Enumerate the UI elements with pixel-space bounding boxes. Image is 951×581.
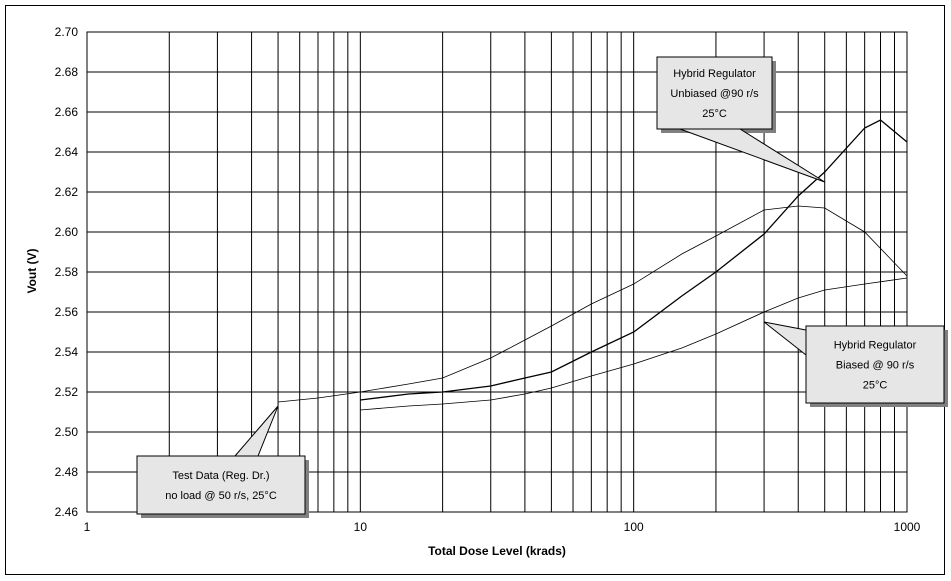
callout-pointer — [679, 128, 825, 183]
x-tick-label: 10 — [354, 520, 368, 534]
y-tick-label: 2.62 — [55, 185, 79, 199]
x-tick-label: 100 — [624, 520, 644, 534]
callout-text: Biased @ 90 r/s — [836, 360, 915, 372]
y-tick-label: 2.70 — [55, 25, 79, 39]
callout-text: Test Data (Reg. Dr.) — [172, 470, 269, 482]
x-axis-label: Total Dose Level (krads) — [428, 544, 566, 558]
callout-text: no load @ 50 r/s, 25°C — [165, 490, 277, 502]
y-tick-label: 2.50 — [55, 425, 79, 439]
callout-box — [136, 455, 306, 515]
series-line — [360, 277, 908, 411]
plot-area-border — [86, 31, 908, 513]
series-layer — [278, 119, 908, 411]
series-line — [360, 119, 908, 401]
grid — [86, 31, 907, 513]
y-tick-label: 2.66 — [55, 105, 79, 119]
y-tick-label: 2.68 — [55, 65, 79, 79]
callout-box — [805, 325, 945, 404]
y-tick-label: 2.48 — [55, 465, 79, 479]
tick-labels: 2.46 2.48 2.50 2.52 2.54 2.56 2.58 2.60 2.62 2.64… — [55, 25, 921, 534]
x-tick-label: 1 — [84, 520, 91, 534]
y-tick-label: 2.60 — [55, 225, 79, 239]
callout-box — [656, 56, 773, 130]
plot-border — [86, 31, 908, 513]
y-tick-label: 2.46 — [55, 505, 79, 519]
y-tick-label: 2.52 — [55, 385, 79, 399]
x-tick-label: 1000 — [894, 520, 921, 534]
annotation-callout: Test Data (Reg. Dr.) no load @ 50 r/s, 25… — [136, 405, 309, 518]
annotation-callout: Hybrid Regulator Biased @ 90 r/s 25°C — [763, 321, 948, 407]
callout-text: 25°C — [863, 380, 888, 392]
y-tick-label: 2.54 — [55, 345, 79, 359]
callout-pointer — [763, 321, 807, 357]
callout-text: 25°C — [702, 108, 727, 120]
series-line — [278, 205, 908, 403]
y-axis-label: Vout (V) — [25, 248, 39, 293]
callout-pointer — [233, 405, 279, 457]
y-tick-label: 2.64 — [55, 145, 79, 159]
callout-joint — [805, 330, 807, 355]
callout-text: Hybrid Regulator — [673, 68, 756, 80]
y-tick-label: 2.56 — [55, 305, 79, 319]
y-tick-label: 2.58 — [55, 265, 79, 279]
callout-text: Unbiased @90 r/s — [670, 88, 759, 100]
chart-frame — [5, 5, 945, 575]
callout-text: Hybrid Regulator — [834, 340, 917, 352]
annotation-callout: Hybrid Regulator Unbiased @90 r/s 25°C — [656, 56, 825, 183]
